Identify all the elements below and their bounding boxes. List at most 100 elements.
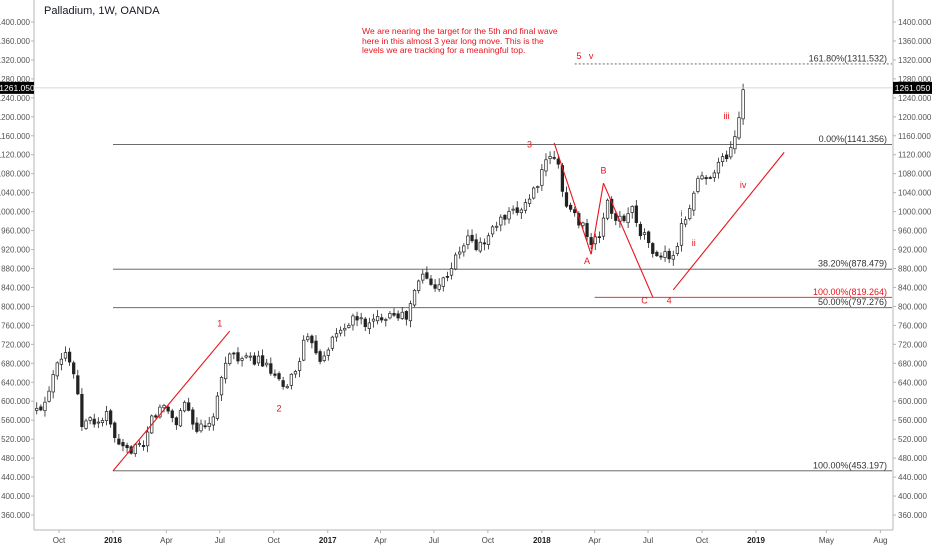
candle-body	[412, 289, 417, 306]
y-tick-label-right: 1320.000	[898, 56, 932, 65]
wave-label: 4	[667, 296, 672, 306]
candle-body	[515, 207, 519, 213]
candle-body	[655, 251, 659, 257]
candle-body	[84, 420, 88, 429]
candle-body	[137, 443, 142, 445]
candle-body	[688, 208, 692, 219]
candles	[35, 83, 745, 457]
candle-body	[273, 373, 277, 376]
y-tick-label-left: 360.000	[1, 511, 30, 520]
candle-body	[380, 317, 384, 321]
y-tick-label-right: 1280.000	[898, 75, 932, 84]
y-tick-label-right: 1200.000	[898, 113, 932, 122]
fib-level-label: 50.00%(797.276)	[818, 297, 887, 307]
candle-body	[622, 215, 626, 222]
candle-body	[359, 317, 363, 320]
y-tick-label-left: 1240.000	[0, 94, 31, 103]
candle-body	[564, 192, 569, 207]
candle-body	[495, 225, 499, 228]
y-tick-label-left: 1400.000	[0, 18, 31, 27]
candle-body	[605, 199, 610, 219]
candle-body	[232, 352, 236, 355]
wave-label: i	[680, 208, 682, 218]
candle-body	[203, 425, 207, 428]
candle-body	[462, 245, 466, 253]
y-tick-label-left: 720.000	[1, 340, 30, 349]
wave-label: 3	[527, 140, 532, 150]
trend-line	[112, 330, 231, 472]
candle-body	[166, 406, 170, 412]
y-tick-label-right: 760.000	[898, 321, 927, 330]
x-tick-label: 2018	[533, 536, 551, 545]
y-tick-label-left: 840.000	[1, 283, 30, 292]
y-tick-label-left: 1360.000	[0, 37, 31, 46]
current-price-label-right: 1261.050	[895, 83, 931, 93]
candle-body	[199, 423, 203, 432]
candle-body	[318, 351, 322, 362]
candle-body	[174, 417, 178, 426]
x-tick-label: Oct	[482, 536, 495, 545]
wave-label: v	[589, 51, 594, 61]
candle-body	[35, 407, 39, 411]
y-tick-label-left: 800.000	[1, 302, 30, 311]
candle-body	[396, 313, 400, 319]
fib-level-label: 38.20%(878.479)	[818, 259, 887, 269]
candle-body	[219, 377, 224, 396]
candle-body	[92, 418, 96, 425]
y-tick-label-right: 720.000	[898, 340, 927, 349]
candle-body	[433, 284, 437, 289]
candle-body	[215, 395, 220, 419]
y-tick-label-right: 1040.000	[898, 189, 932, 198]
candle-body	[708, 177, 712, 179]
x-tick-label: Apr	[588, 536, 601, 545]
candle-body	[351, 315, 355, 326]
x-tick-label: Oct	[268, 536, 281, 545]
candle-body	[195, 422, 199, 432]
x-axis: Oct 2016 Apr Jul Oct 2017 Apr Jul Oct 2018 Apr Jul O…	[34, 529, 893, 545]
candle-body	[322, 355, 326, 361]
y-tick-label-left: 400.000	[1, 492, 30, 501]
candle-body	[417, 280, 421, 291]
current-price-tag-left	[0, 81, 34, 94]
candle-body	[725, 154, 729, 160]
y-tick-label-right: 1000.000	[898, 208, 932, 217]
candle-body	[474, 239, 478, 251]
candle-body	[560, 165, 565, 192]
y-tick-label-left: 520.000	[1, 435, 30, 444]
candle-body	[228, 353, 232, 365]
x-tick-label: Aug	[873, 536, 887, 545]
candle-body	[437, 284, 441, 290]
candle-body	[104, 411, 109, 421]
x-tick-label: Jul	[643, 536, 653, 545]
candle-body	[51, 374, 55, 393]
wave-label: B	[600, 166, 606, 176]
y-tick-label-right: 1240.000	[898, 94, 932, 103]
candle-body	[449, 268, 454, 276]
y-tick-label-left: 1160.000	[0, 132, 31, 141]
candle-body	[240, 358, 244, 361]
candle-body	[141, 445, 146, 447]
candle-body	[162, 405, 166, 409]
candle-body	[80, 393, 84, 427]
fib-level-label: 100.00%(819.264)	[813, 287, 887, 297]
candle-body	[191, 409, 195, 425]
candle-body	[100, 420, 105, 424]
wave-label: iii	[724, 111, 730, 121]
candle-body	[573, 209, 577, 214]
candle-body	[158, 406, 162, 418]
current-price-tag-right	[893, 81, 932, 94]
y-tick-label-right: 600.000	[898, 397, 927, 406]
candle-body	[306, 336, 310, 341]
candle-body	[55, 362, 59, 377]
candle-body	[503, 214, 507, 220]
y-tick-label-left: 600.000	[1, 397, 30, 406]
candle-body	[88, 417, 92, 421]
candle-body	[404, 311, 408, 320]
y-tick-label-left: 1040.000	[0, 189, 31, 198]
candle-body	[704, 177, 708, 180]
candle-body	[72, 362, 76, 375]
candle-body	[458, 251, 462, 255]
candle-body	[117, 438, 121, 445]
x-tick-label: 2016	[104, 536, 122, 545]
